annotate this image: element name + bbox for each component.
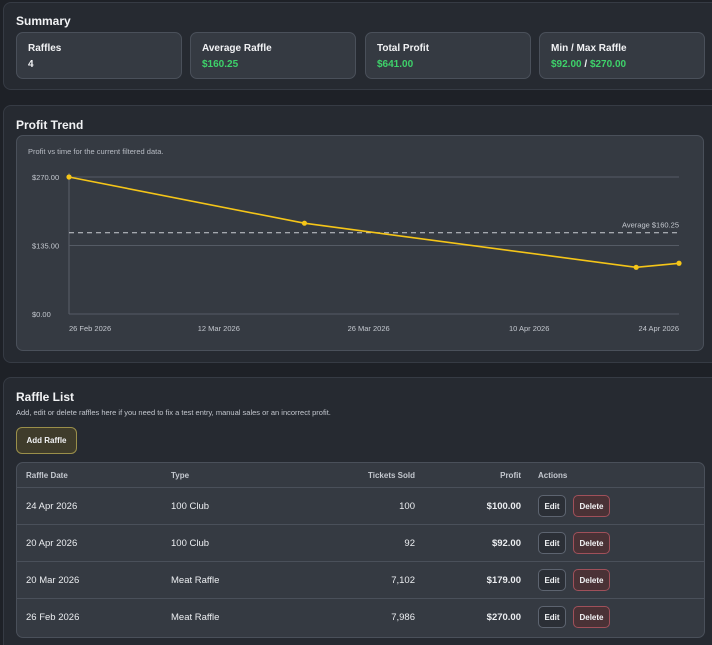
- summary-panel: Summary Raffles 4 Average Raffle $160.25…: [3, 2, 712, 90]
- x-tick-label: 26 Mar 2026: [348, 324, 390, 333]
- x-tick-label: 26 Feb 2026: [69, 324, 111, 333]
- profit-cell: $92.00: [491, 538, 521, 549]
- edit-button[interactable]: Edit: [538, 532, 566, 554]
- raffle-list-title: Raffle List: [16, 390, 75, 404]
- raffle-table: Raffle Date Type Tickets Sold Profit Act…: [16, 462, 705, 638]
- column-header-raffle-date[interactable]: Raffle Date: [26, 471, 68, 480]
- chart-description: Profit vs time for the current filtered …: [28, 147, 164, 156]
- y-tick-label: $135.00: [32, 242, 59, 251]
- data-point: [301, 220, 308, 226]
- raffle-date-cell: 24 Apr 2026: [26, 501, 78, 512]
- table-header: Raffle Date Type Tickets Sold Profit Act…: [17, 463, 704, 488]
- delete-button[interactable]: Delete: [573, 495, 610, 517]
- type-cell: 100 Club: [171, 501, 210, 512]
- data-point: [676, 260, 682, 266]
- tickets-sold-cell: 92: [404, 538, 415, 549]
- column-header-tickets-sold[interactable]: Tickets Sold: [368, 471, 415, 480]
- min-max-separator: /: [581, 59, 590, 70]
- table-row: 20 Apr 2026 100 Club 92 $92.00 Edit Dele…: [17, 525, 704, 562]
- y-tick-label: $270.00: [32, 173, 59, 182]
- delete-button[interactable]: Delete: [573, 569, 610, 591]
- card-label: Min / Max Raffle: [551, 43, 627, 54]
- profit-chart-svg: $0.00 $135.00 $270.00 26 Feb 2026 12 Mar 202…: [32, 173, 682, 333]
- table-row: 20 Mar 2026 Meat Raffle 7,102 $179.00 Ed…: [17, 562, 704, 599]
- card-value: $92.00 / $270.00: [551, 59, 626, 70]
- total-profit-card: Total Profit $641.00: [365, 32, 531, 79]
- average-raffle-card: Average Raffle $160.25: [190, 32, 356, 79]
- min-max-raffle-card: Min / Max Raffle $92.00 / $270.00: [539, 32, 705, 79]
- edit-button[interactable]: Edit: [538, 569, 566, 591]
- column-header-actions: Actions: [538, 471, 568, 480]
- edit-button[interactable]: Edit: [538, 495, 566, 517]
- delete-button[interactable]: Delete: [573, 606, 610, 628]
- profit-series-line: [68, 176, 680, 269]
- card-label: Average Raffle: [202, 43, 272, 54]
- max-value: $270.00: [589, 59, 627, 70]
- data-point: [66, 174, 72, 180]
- profit-cell: $270.00: [486, 612, 521, 623]
- table-row: 26 Feb 2026 Meat Raffle 7,986 $270.00 Ed…: [17, 599, 704, 636]
- tickets-sold-cell: 100: [399, 501, 415, 512]
- average-label: Average $160.25: [622, 221, 679, 230]
- edit-button[interactable]: Edit: [538, 606, 566, 628]
- card-label: Total Profit: [377, 43, 430, 54]
- card-value: $160.25: [202, 59, 239, 70]
- y-tick-label: $0.00: [32, 310, 51, 319]
- profit-cell: $179.00: [486, 575, 521, 586]
- table-row: 24 Apr 2026 100 Club 100 $100.00 Edit De…: [17, 488, 704, 525]
- profit-chart: Profit vs time for the current filtered …: [16, 135, 704, 351]
- add-raffle-button[interactable]: Add Raffle: [16, 427, 77, 454]
- data-point: [633, 264, 639, 270]
- raffle-date-cell: 20 Apr 2026: [26, 538, 78, 549]
- raffle-date-cell: 26 Feb 2026: [26, 612, 80, 623]
- type-cell: Meat Raffle: [171, 575, 220, 586]
- card-value: $641.00: [377, 59, 414, 70]
- card-value: 4: [28, 59, 34, 70]
- column-header-type[interactable]: Type: [171, 471, 190, 480]
- delete-button[interactable]: Delete: [573, 532, 610, 554]
- x-tick-label: 10 Apr 2026: [509, 324, 549, 333]
- tickets-sold-cell: 7,102: [391, 575, 415, 586]
- x-tick-label: 24 Apr 2026: [639, 324, 679, 333]
- type-cell: 100 Club: [171, 538, 210, 549]
- raffle-list-panel: Raffle List Add, edit or delete raffles …: [3, 377, 712, 645]
- column-header-profit[interactable]: Profit: [500, 471, 521, 480]
- raffle-date-cell: 20 Mar 2026: [26, 575, 80, 586]
- trend-title: Profit Trend: [16, 118, 84, 132]
- x-tick-label: 12 Mar 2026: [198, 324, 240, 333]
- min-value: $92.00: [551, 59, 582, 70]
- summary-title: Summary: [16, 14, 71, 28]
- raffles-count-card: Raffles 4: [16, 32, 182, 79]
- raffle-list-description: Add, edit or delete raffles here if you …: [16, 408, 331, 417]
- tickets-sold-cell: 7,986: [391, 612, 415, 623]
- profit-trend-panel: Profit Trend Profit vs time for the curr…: [3, 105, 712, 363]
- profit-cell: $100.00: [486, 501, 521, 512]
- card-label: Raffles: [28, 43, 62, 54]
- type-cell: Meat Raffle: [171, 612, 220, 623]
